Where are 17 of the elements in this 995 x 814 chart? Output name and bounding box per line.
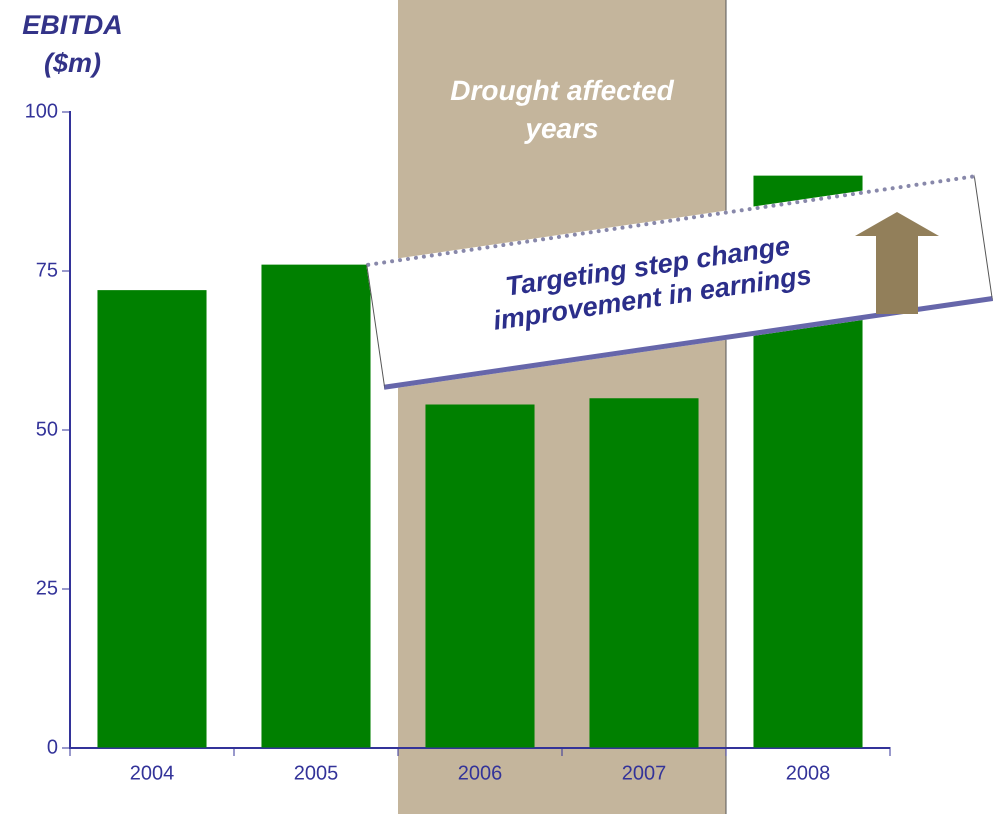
y-tick-label: 25 — [36, 578, 58, 600]
y-tick-label: 100 — [24, 100, 58, 123]
band-label: Drought affected years — [450, 75, 675, 144]
bar — [589, 398, 699, 748]
x-tick-label: 2006 — [458, 762, 502, 785]
y-axis-title: EBITDA ($m) — [21, 9, 124, 80]
x-tick-label: 2007 — [622, 762, 666, 785]
y-tick-label: 75 — [36, 260, 58, 282]
bar — [425, 404, 535, 748]
x-tick-label: 2005 — [294, 762, 338, 785]
bar — [261, 264, 371, 748]
y-tick-label: 0 — [46, 736, 58, 759]
x-tick-label: 2004 — [130, 762, 174, 785]
bar — [97, 290, 207, 748]
x-tick-label: 2008 — [786, 762, 830, 785]
annotation: Targeting step change improvement in earnings — [490, 230, 814, 338]
y-tick-label: 50 — [36, 418, 58, 441]
